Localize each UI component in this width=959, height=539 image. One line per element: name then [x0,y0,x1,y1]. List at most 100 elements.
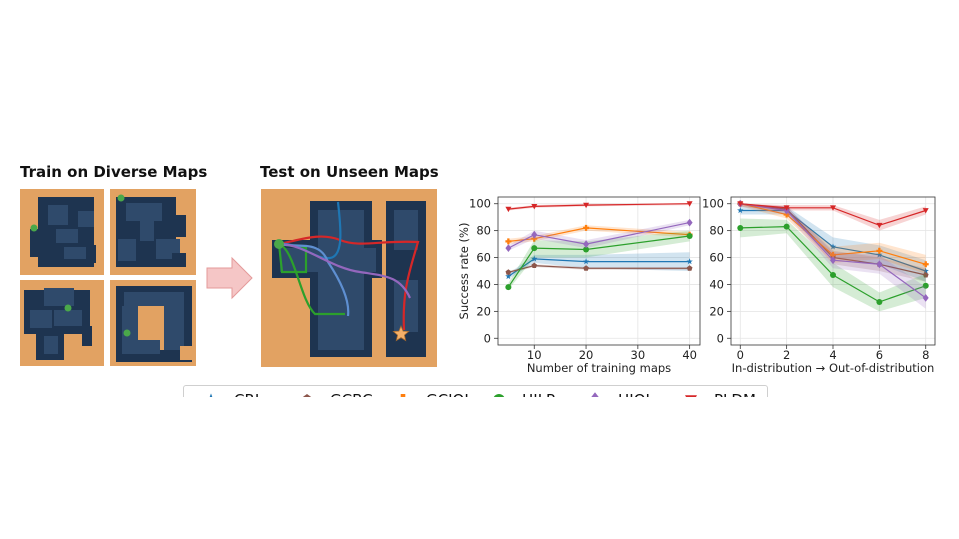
marker-diamond [583,240,590,248]
map-block [140,221,154,241]
series-line [507,235,690,288]
x-tick-label: 6 [876,348,883,362]
legend-box: CRL GCBC GCIQL HILP HIQL PLDM [183,385,768,397]
marker-star [922,267,929,274]
x-tick-label: 40 [682,348,697,362]
marker-triangle [505,206,512,213]
map-block [126,203,162,221]
marker-diamond [830,256,836,265]
series-gcbc [505,262,693,275]
marker-plus [830,251,836,258]
marker-circle [531,245,538,252]
series-line [508,264,690,273]
marker-plus [922,261,929,268]
marker-star [582,258,590,265]
marker-plus [876,247,883,254]
map-block [86,245,96,263]
marker-diamond [922,294,929,302]
legend-item-gcbc: GCBC [288,390,373,397]
marker-star [531,255,538,262]
marker-circle [686,233,693,240]
legend-item-pldm: PLDM [672,390,756,397]
legend-marker-icon [493,394,505,397]
marker-plus [783,211,790,218]
marker-pentagon [686,265,693,271]
map-block [54,310,82,326]
test-title: Test on Unseen Maps [260,163,439,181]
legend: CRL GCBC GCIQL HILP HIQL PLDM [183,385,768,397]
trajectory-path [278,242,345,316]
legend-label: HIQL [618,391,654,397]
marker-star [829,243,837,250]
confidence-band [740,203,926,309]
plot-frame [497,196,701,346]
marker-star [505,273,512,280]
train-map-1 [20,189,104,275]
legend-marker-icon [400,394,406,397]
marker-pentagon [922,272,929,278]
legend-label: HILP [522,391,555,397]
train-map-3 [20,280,104,366]
legend-item-gciql: GCIQL [384,390,473,397]
series-hilp [737,218,929,312]
trajectory-path [278,235,420,331]
legend-item-crl: CRL [192,390,263,397]
map-block [78,211,94,227]
marker-triangle [830,205,836,211]
marker-circle [830,272,836,279]
map-block [124,292,184,306]
y-tick-label: 20 [709,304,724,318]
legend-marker-icon [209,393,213,397]
test-map [261,189,437,367]
x-axis-label: In-distribution → Out-of-distribution [732,361,935,375]
y-tick-label: 0 [717,331,724,345]
x-tick-label: 10 [527,348,542,362]
legend-marker-icon [685,395,697,397]
marker-plus [583,224,590,231]
marker-star [737,207,744,214]
confidence-band [508,225,690,245]
marker-diamond [876,260,883,269]
agent-dot [30,224,38,232]
x-axis-label: Number of training maps [527,361,671,375]
confidence-band [740,218,926,312]
legend-label: PLDM [714,391,756,397]
y-tick-label: 60 [709,251,724,265]
confidence-band [508,252,690,280]
legend-marker-icon [591,392,599,397]
x-tick-label: 4 [829,348,836,362]
series-line [508,227,690,242]
chart-1: 10 20 30 40 0 20 40 60 80 100 Number of training m… [457,196,701,375]
x-tick-label: 30 [631,348,646,362]
y-tick-label: 0 [484,331,491,345]
marker-triangle [531,204,538,210]
map-block [30,310,52,328]
marker-star [686,258,693,265]
x-tick-label: 2 [783,348,790,362]
y-tick-label: 40 [476,277,491,291]
map-block [30,229,48,257]
map-block [118,239,136,261]
legend-item-hilp: HILP [480,390,555,397]
marker-triangle [783,205,790,211]
y-tick-label: 100 [469,197,491,211]
marker-pentagon [583,265,589,271]
map-block [130,340,160,354]
series-line [508,203,690,210]
marker-circle [783,223,790,230]
legend-label: GCIQL [426,391,473,397]
legend-marker-icon [302,394,312,397]
marker-circle [737,224,744,231]
marker-diamond [505,244,512,252]
y-tick-label: 40 [709,277,724,291]
confidence-band [508,219,690,251]
agent-dot [123,329,131,337]
confidence-band [508,230,690,290]
x-tick-label: 8 [922,348,929,362]
y-tick-label: 80 [709,224,724,238]
map-block [44,336,58,354]
marker-diamond [591,392,599,397]
train-map-4 [110,280,196,366]
marker-triangle [922,208,929,214]
